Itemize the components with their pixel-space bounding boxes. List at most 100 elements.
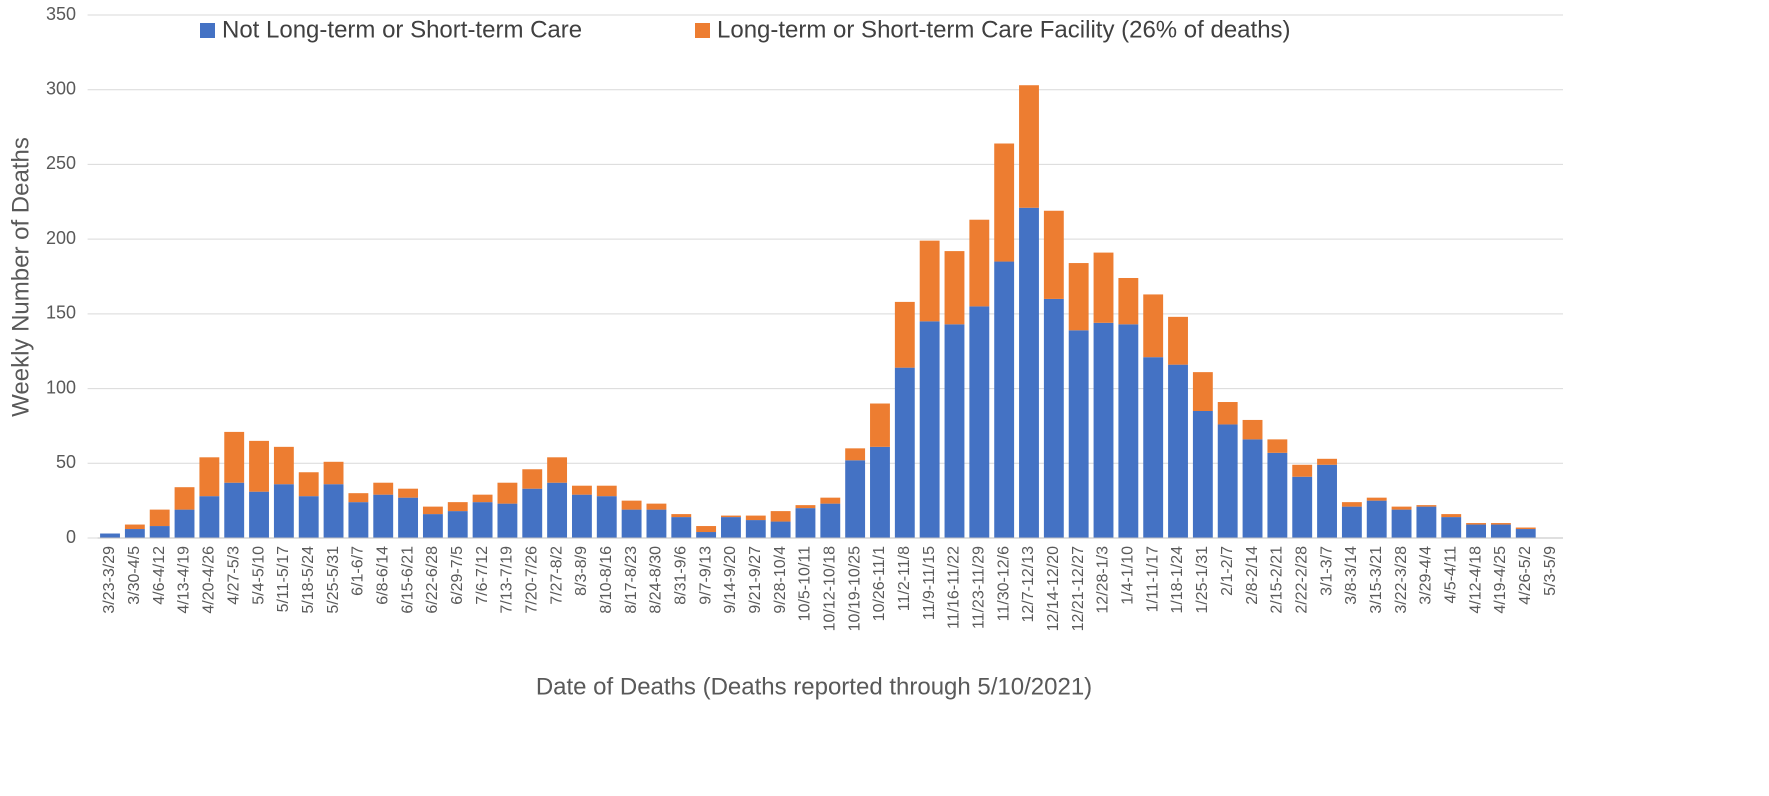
x-tick-label: 3/8-3/14: [1343, 546, 1360, 605]
bar-segment: [820, 503, 841, 538]
bar-segment: [795, 508, 816, 538]
bar-segment: [1043, 298, 1064, 538]
bar-segment: [1466, 524, 1487, 538]
x-tick-label: 7/6-7/12: [474, 546, 491, 605]
x-tick-label: 2/1-2/7: [1219, 546, 1236, 596]
x-tick-label: 11/2-11/8: [896, 546, 913, 611]
bar-segment: [1317, 464, 1337, 538]
x-tick-label: 1/18-1/24: [1169, 546, 1186, 614]
bar-segment: [199, 457, 220, 497]
bar-segment: [1341, 506, 1362, 538]
bar-segment: [547, 457, 568, 483]
bar-segment: [1267, 452, 1288, 538]
bar-segment: [1217, 402, 1238, 425]
x-tick-label: 4/13-4/19: [176, 546, 193, 614]
x-tick-label: 4/20-4/26: [201, 546, 218, 614]
x-tick-label: 6/22-6/28: [424, 546, 441, 614]
bar-segment: [621, 509, 642, 538]
x-tick-label: 2/8-2/14: [1244, 546, 1261, 605]
y-axis-title: Weekly Number of Deaths: [7, 137, 34, 417]
legend-label: Not Long-term or Short-term Care: [222, 16, 582, 43]
bar-segment: [969, 306, 990, 538]
bar-segment: [1043, 210, 1064, 299]
bar-segment: [596, 485, 617, 497]
bar-segment: [447, 502, 468, 512]
bar-segment: [1143, 357, 1164, 538]
bar-segment: [1192, 372, 1213, 411]
x-tick-label: 1/4-1/10: [1120, 546, 1137, 605]
x-tick-label: 12/14-12/20: [1045, 546, 1062, 632]
bar-segment: [1143, 294, 1164, 358]
x-tick-label: 2/22-2/28: [1293, 546, 1310, 614]
bar-segment: [472, 502, 493, 538]
bar-segment: [249, 440, 269, 492]
x-tick-label: 6/1-6/7: [350, 546, 367, 596]
x-tick-label: 5/18-5/24: [300, 546, 317, 614]
bar-segment: [273, 446, 294, 485]
bar-segment: [745, 515, 766, 521]
bar-segment: [770, 511, 791, 522]
bar-segment: [820, 497, 841, 504]
x-tick-label: 8/10-8/16: [598, 546, 615, 614]
bar-segment: [224, 482, 245, 538]
bar-segment: [646, 509, 667, 538]
x-tick-label: 6/8-6/14: [374, 546, 391, 605]
x-tick-label: 3/15-3/21: [1368, 546, 1385, 614]
x-tick-label: 5/11-5/17: [275, 546, 292, 613]
x-tick-label: 5/4-5/10: [250, 546, 267, 605]
x-tick-label: 9/21-9/27: [747, 546, 764, 614]
x-tick-label: 3/29-4/4: [1418, 546, 1435, 605]
bar-segment: [596, 496, 617, 538]
bar-segment: [994, 143, 1015, 262]
x-tick-label: 6/15-6/21: [399, 546, 416, 614]
bar-segment: [1192, 410, 1213, 538]
bar-segment: [249, 491, 269, 538]
x-tick-label: 9/7-9/13: [697, 546, 714, 605]
bar-segment: [298, 472, 319, 497]
bar-segment: [174, 487, 195, 510]
x-tick-label: 8/31-9/6: [672, 546, 689, 605]
bar-segment: [1168, 316, 1188, 365]
x-tick-label: 4/12-4/18: [1467, 546, 1484, 614]
x-tick-label: 8/24-8/30: [648, 546, 665, 614]
bar-segment: [870, 403, 890, 447]
bar-segment: [323, 484, 344, 538]
x-tick-label: 3/23-3/29: [101, 546, 118, 614]
y-tick-label: 150: [46, 303, 76, 323]
x-tick-label: 11/23-11/29: [971, 546, 988, 629]
bar-segment: [621, 500, 642, 510]
x-tick-label: 4/6-4/12: [151, 546, 168, 605]
bar-segment: [646, 503, 667, 510]
bar-segment: [398, 488, 419, 498]
bar-segment: [273, 484, 294, 538]
bar-segment: [1490, 524, 1511, 538]
y-tick-label: 0: [66, 527, 76, 547]
x-tick-label: 9/28-10/4: [772, 546, 789, 614]
x-tick-label: 4/27-5/3: [225, 546, 242, 605]
x-tick-label: 3/30-4/5: [126, 546, 143, 605]
x-tick-label: 12/21-12/27: [1070, 546, 1087, 632]
x-tick-label: 7/13-7/19: [499, 546, 516, 614]
bar-segment: [1093, 322, 1114, 538]
bar-segment: [1441, 514, 1462, 518]
bar-segment: [1267, 439, 1288, 453]
x-tick-label: 10/26-11/1: [871, 546, 888, 621]
x-axis-title: Date of Deaths (Deaths reported through …: [536, 673, 1092, 700]
bar-segment: [1168, 364, 1188, 538]
bar-segment: [894, 367, 915, 538]
bar-segment: [919, 321, 940, 538]
bar-segment: [1118, 324, 1139, 538]
bar-segment: [348, 502, 369, 538]
bar-segment: [547, 482, 568, 538]
x-tick-label: 4/26-5/2: [1517, 546, 1534, 605]
x-tick-label: 12/7-12/13: [1020, 546, 1037, 623]
bar-segment: [795, 505, 816, 509]
bar-segment: [571, 485, 592, 495]
x-tick-label: 9/14-9/20: [722, 546, 739, 614]
y-tick-label: 300: [46, 78, 76, 98]
bar-segment: [522, 469, 543, 489]
x-tick-label: 7/27-8/2: [548, 546, 565, 605]
bar-segment: [522, 488, 543, 538]
x-tick-label: 10/5-10/11: [797, 546, 814, 621]
